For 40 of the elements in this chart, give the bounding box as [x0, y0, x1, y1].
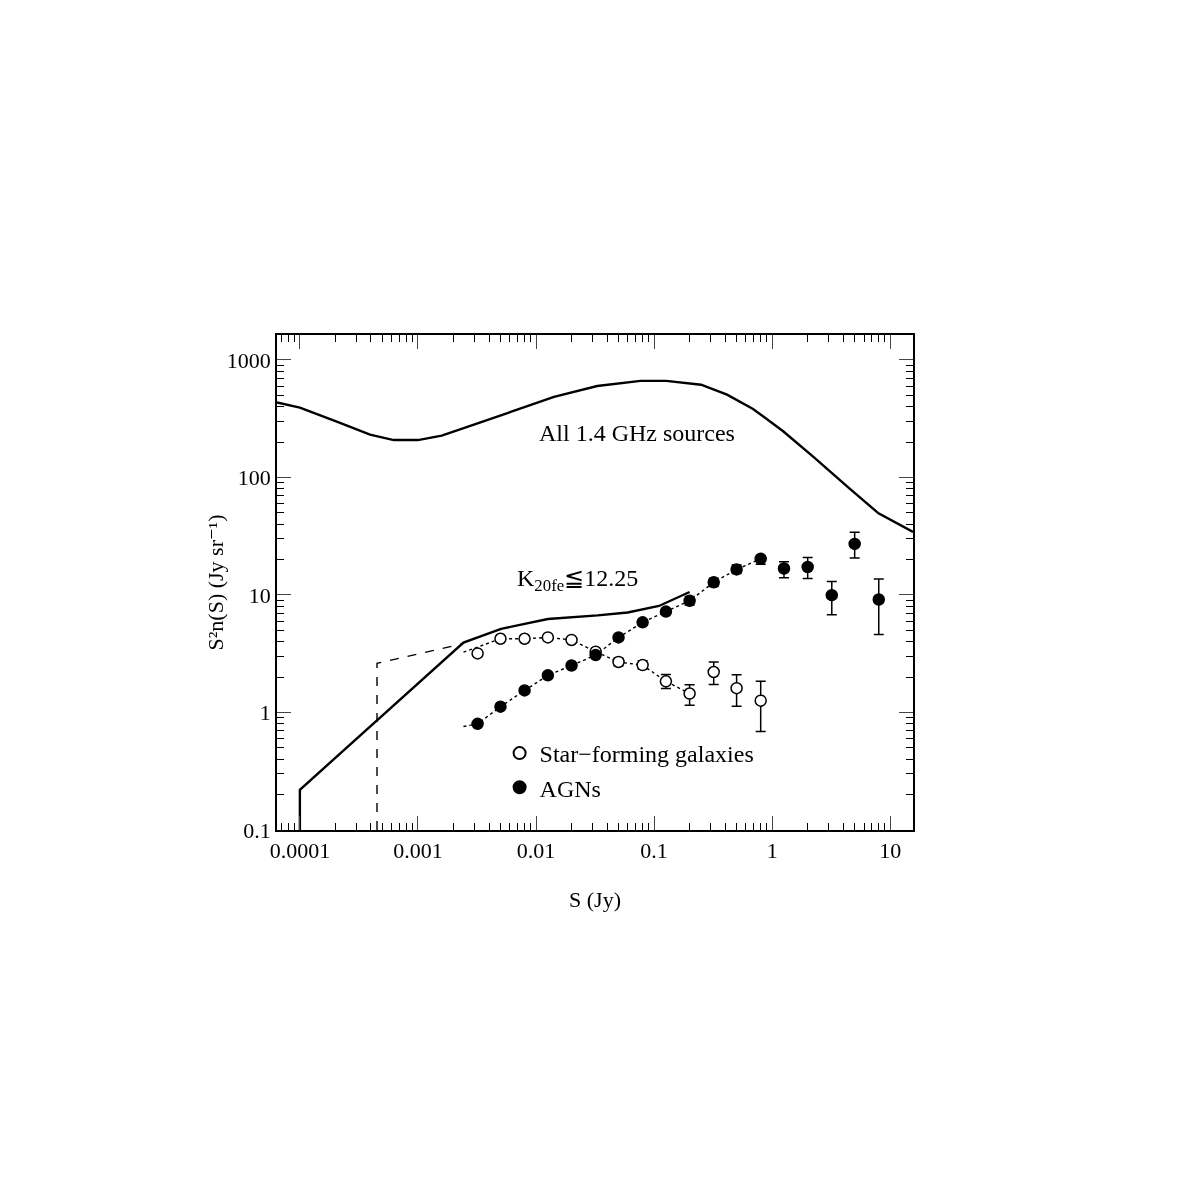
point	[754, 694, 767, 707]
y-tick-label: 0.1	[243, 817, 271, 843]
point	[518, 684, 531, 697]
x-tick-label: 1	[766, 838, 778, 864]
y-tick-label: 100	[237, 465, 271, 491]
x-tick-label: 0.001	[393, 838, 443, 864]
x-tick-label: 0.0001	[269, 838, 331, 864]
y-tick-label: 1000	[226, 347, 271, 373]
point	[801, 560, 814, 574]
point	[471, 717, 484, 731]
point	[565, 659, 578, 672]
y-axis-title: S²n(S) (Jy sr⁻¹)	[202, 514, 228, 651]
point	[541, 631, 555, 644]
point	[494, 632, 507, 646]
point	[659, 605, 673, 618]
point	[541, 669, 555, 682]
point	[730, 681, 743, 695]
annotation: All 1.4 GHz sources	[539, 420, 735, 446]
x-tick-label: 0.1	[640, 838, 668, 864]
point	[872, 593, 886, 606]
x-tick-label: 0.01	[516, 838, 556, 864]
point	[636, 616, 649, 629]
point	[848, 537, 861, 551]
point	[707, 665, 720, 679]
point	[777, 562, 791, 575]
y-tick-label: 10	[248, 582, 271, 608]
legend-label: Star−forming galaxies	[539, 741, 754, 768]
legend-label: AGNs	[539, 775, 601, 802]
point	[589, 648, 602, 662]
point	[471, 647, 484, 660]
point	[494, 700, 507, 713]
x-tick-label: 10	[879, 838, 902, 864]
y-tick-label: 1	[259, 700, 271, 726]
point	[565, 633, 578, 647]
point	[825, 588, 839, 602]
point	[612, 631, 625, 644]
point	[683, 687, 696, 700]
x-axis-title: S (Jy)	[569, 886, 621, 912]
annotation: K$_{20fe}$≦12.25	[517, 565, 639, 596]
point	[518, 632, 531, 646]
